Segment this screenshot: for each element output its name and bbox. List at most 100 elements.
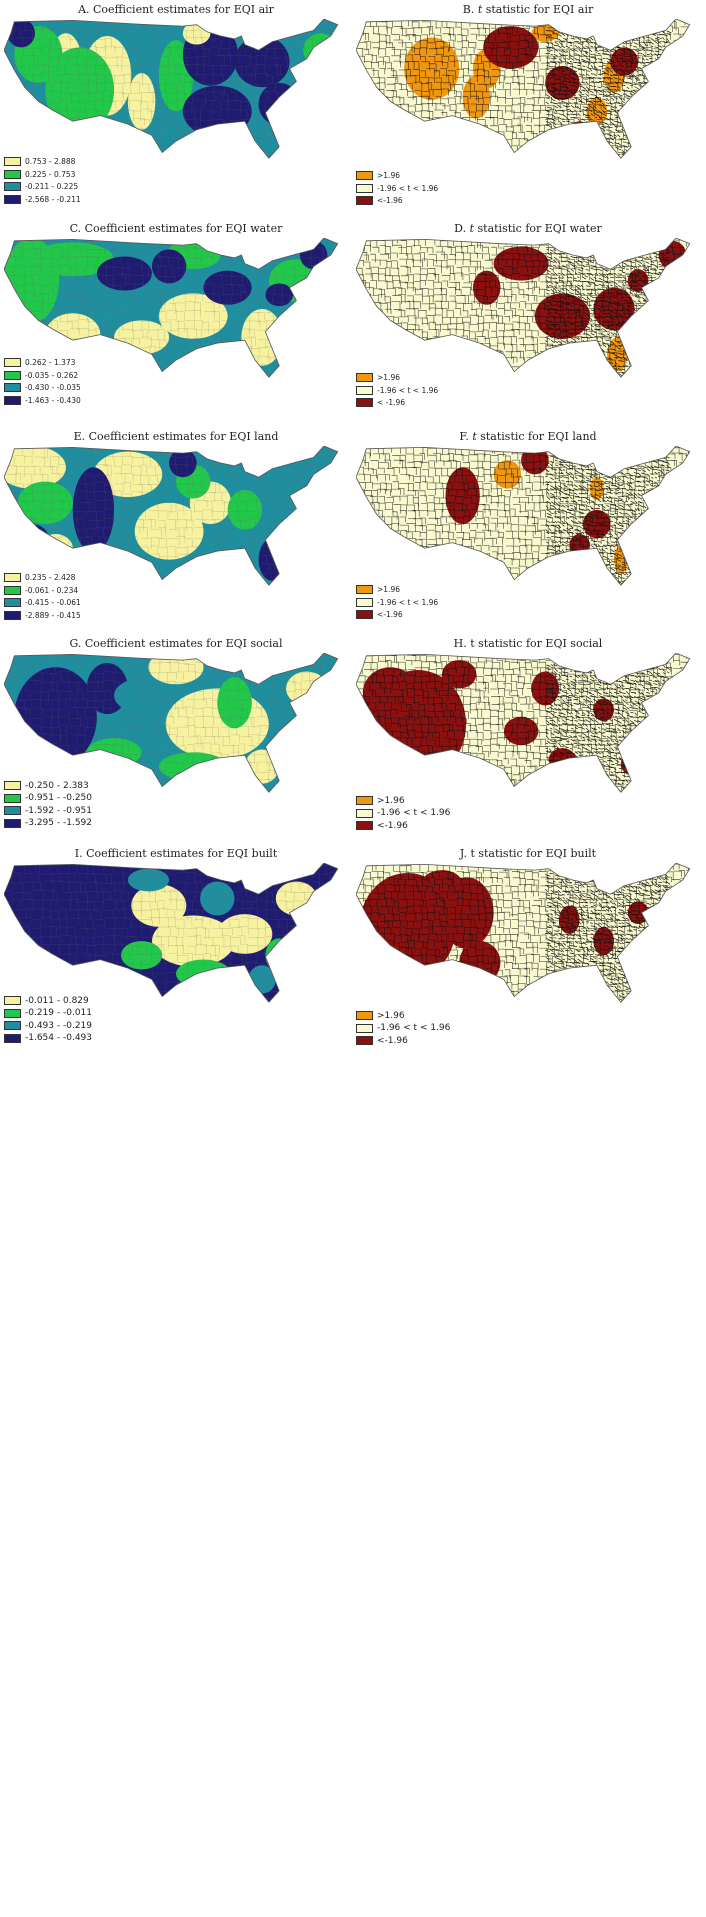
legend-swatch xyxy=(4,598,21,607)
map-region xyxy=(45,47,115,133)
choropleth-map xyxy=(4,19,339,159)
map-region xyxy=(120,941,163,970)
choropleth-map xyxy=(356,653,691,793)
legend-swatch xyxy=(4,793,21,803)
legend-swatch xyxy=(4,370,21,380)
legend-label: <-1.96 xyxy=(377,1035,408,1046)
map-region xyxy=(203,270,252,305)
title-text: F. xyxy=(459,430,473,443)
legend-entry: -0.250 - 2.383 xyxy=(4,780,92,791)
title-text: J. t statistic for EQI built xyxy=(459,847,597,860)
legend: -0.011 - 0.829 -0.219 - -0.011 -0.493 - -0… xyxy=(4,995,92,1045)
legend-swatch xyxy=(4,157,21,166)
panel-title: C. Coefficient estimates for EQI water xyxy=(4,222,348,235)
map-panel-j: J. t statistic for EQI built >1.96 -1.96 <… xyxy=(356,847,700,1917)
legend-swatch xyxy=(356,1036,373,1045)
map-region xyxy=(241,309,283,366)
map-region xyxy=(45,313,101,356)
map-region xyxy=(265,283,293,307)
legend-swatch xyxy=(4,395,21,405)
legend-label: -3.295 - -1.592 xyxy=(25,818,92,828)
map-panel-a: A. Coefficient estimates for EQI air 0.75… xyxy=(4,3,348,219)
legend-label: <-1.96 xyxy=(377,820,408,831)
legend-swatch xyxy=(4,781,21,790)
legend-swatch xyxy=(356,1023,373,1033)
map-region xyxy=(493,460,522,489)
legend-entry: -1.96 < t < 1.96 xyxy=(356,385,438,396)
legend-label: 0.225 - 0.753 xyxy=(25,169,76,179)
legend-swatch xyxy=(356,385,373,395)
map-region xyxy=(286,457,328,492)
legend-label: -0.250 - 2.383 xyxy=(25,780,89,791)
legend-entry: -0.430 - -0.035 xyxy=(4,382,81,393)
map-region xyxy=(165,688,269,760)
legend-entry: -0.011 - 0.829 xyxy=(4,995,92,1006)
panel-title: G. Coefficient estimates for EQI social xyxy=(4,637,348,650)
map-region xyxy=(258,538,287,581)
legend: 0.753 - 2.888 0.225 - 0.753 -0.211 - 0.225… xyxy=(4,156,81,206)
legend-entry: >1.96 xyxy=(356,1010,450,1021)
panel-title: H. t statistic for EQI social xyxy=(356,637,700,650)
legend-swatch xyxy=(4,996,21,1005)
legend-entry: -1.592 - -0.951 xyxy=(4,805,92,816)
legend-label: -0.211 - 0.225 xyxy=(25,182,79,191)
map-region xyxy=(569,121,590,144)
map-region xyxy=(589,477,604,500)
legend-label: -1.96 < t < 1.96 xyxy=(377,1023,451,1033)
title-text: I. Coefficient estimates for EQI built xyxy=(74,847,278,860)
legend-label: -2.568 - -0.211 xyxy=(25,194,81,204)
legend-entry: -2.568 - -0.211 xyxy=(4,194,81,205)
title-text: B. xyxy=(462,3,478,16)
map-region xyxy=(182,85,252,137)
legend-entry: -2.889 - -0.415 xyxy=(4,610,81,621)
map-region xyxy=(200,881,235,916)
legend-swatch xyxy=(4,610,21,620)
map-region xyxy=(234,36,290,88)
legend-entry: -0.493 - -0.219 xyxy=(4,1020,92,1031)
map-region xyxy=(151,915,235,967)
us-outline xyxy=(4,19,339,159)
legend-swatch xyxy=(4,818,21,828)
choropleth-map xyxy=(356,863,691,1003)
legend-label: < -1.96 xyxy=(377,398,406,407)
legend: >1.96 -1.96 < t < 1.96 <-1.96 xyxy=(356,584,438,622)
panel-title: I. Coefficient estimates for EQI built xyxy=(4,847,348,860)
legend-entry: -1.96 < t < 1.96 xyxy=(356,1023,450,1034)
legend: >1.96 -1.96 < t < 1.96 <-1.96 xyxy=(356,1010,450,1048)
map-region xyxy=(176,959,232,988)
title-text: D. xyxy=(454,222,470,235)
legend-swatch xyxy=(356,183,373,193)
map-region xyxy=(151,249,187,284)
map-panel-g: G. Coefficient estimates for EQI social -… xyxy=(4,637,348,1477)
legend-entry: 0.225 - 0.753 xyxy=(4,169,81,180)
legend-label: -0.951 - -0.250 xyxy=(25,793,92,803)
choropleth-map xyxy=(4,653,339,793)
map-panel-e: E. Coefficient estimates for EQI land 0.2… xyxy=(4,430,348,1062)
legend-label: -0.493 - -0.219 xyxy=(25,1020,92,1031)
legend-entry: 0.235 - 2.428 xyxy=(4,572,81,583)
legend-entry: 0.753 - 2.888 xyxy=(4,156,81,167)
legend-entry: >1.96 xyxy=(356,170,438,181)
map-region xyxy=(4,446,66,489)
legend-label: >1.96 xyxy=(377,795,405,806)
map-region xyxy=(7,19,35,48)
legend-entry: 0.262 - 1.373 xyxy=(4,357,81,368)
map-region xyxy=(86,738,142,767)
legend-swatch xyxy=(356,171,373,180)
map-region xyxy=(442,660,477,689)
legend-entry: -0.951 - -0.250 xyxy=(4,793,92,804)
map-region xyxy=(127,868,170,892)
legend-swatch xyxy=(4,194,21,204)
map-panel-c: C. Coefficient estimates for EQI water 0.… xyxy=(4,222,348,639)
legend-label: 0.262 - 1.373 xyxy=(25,358,76,367)
legend-swatch xyxy=(4,806,21,815)
legend: >1.96 -1.96 < t < 1.96 <-1.96 xyxy=(356,795,450,833)
map-region xyxy=(521,446,549,475)
legend-entry: < -1.96 xyxy=(356,397,438,408)
legend-swatch xyxy=(4,573,21,582)
legend-label: >1.96 xyxy=(377,585,400,594)
map-region xyxy=(158,752,228,781)
legend-entry: -1.96 < t < 1.96 xyxy=(356,183,438,194)
us-outline xyxy=(356,19,691,159)
choropleth-map xyxy=(356,446,691,586)
